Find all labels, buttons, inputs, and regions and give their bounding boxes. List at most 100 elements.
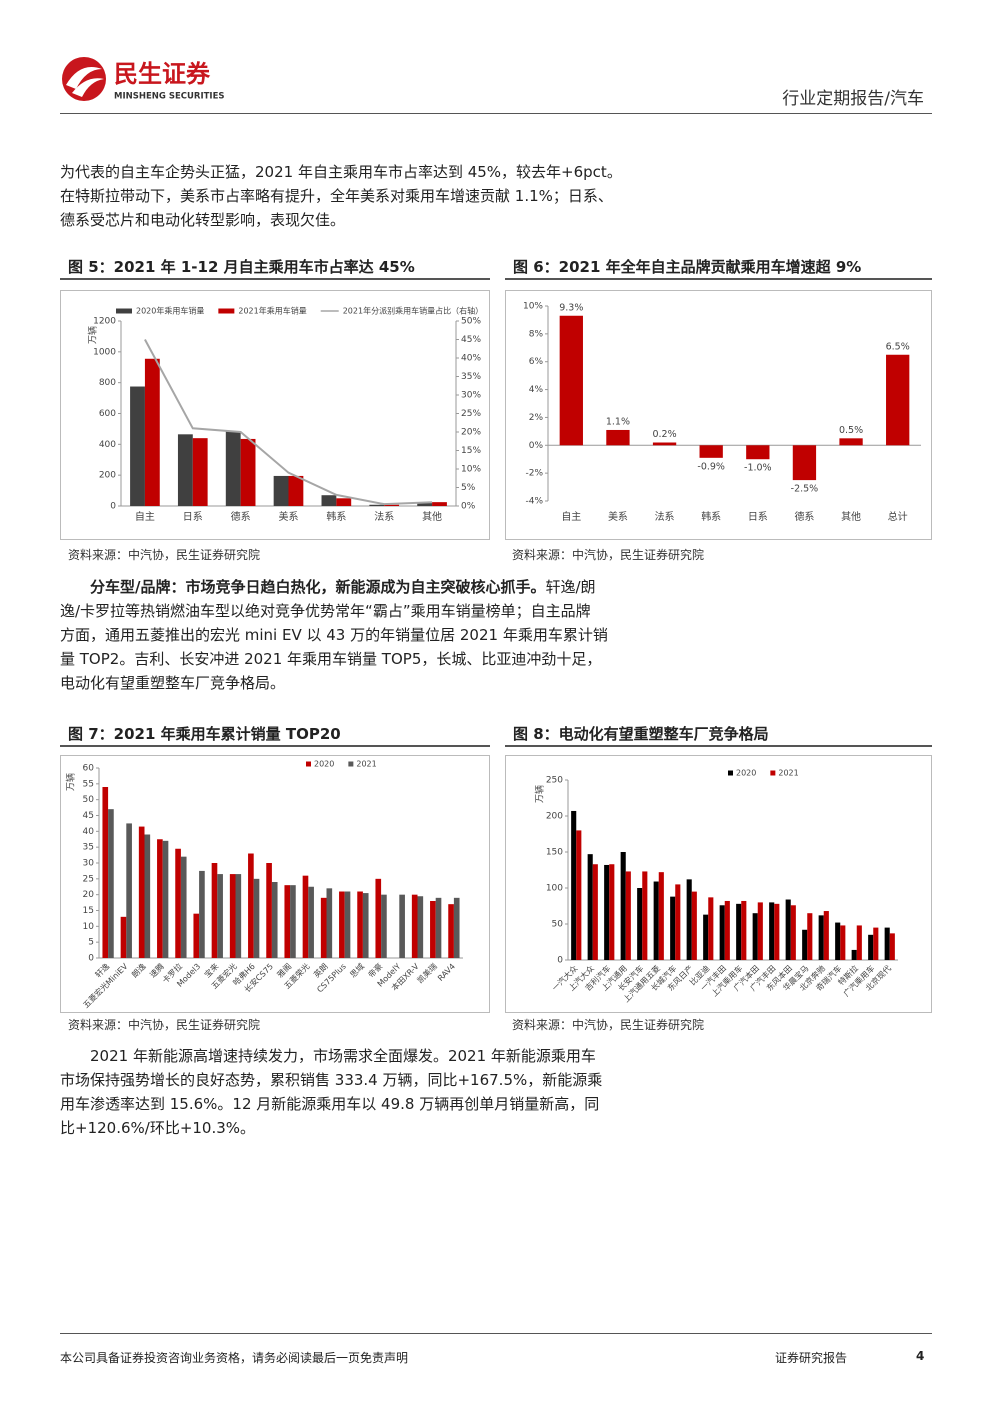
footer-left: 本公司具备证券投资咨询业务资格，请务必阅读最后一页免责声明	[60, 1351, 409, 1365]
bar	[284, 885, 291, 958]
y-tick-label: 0%	[529, 441, 544, 451]
data-label: 0.2%	[652, 429, 676, 440]
y-tick-label: 35%	[461, 372, 481, 382]
bar	[746, 445, 770, 460]
bar	[835, 922, 841, 960]
header-right: 行业定期报告/汽车	[782, 89, 924, 109]
line	[144, 339, 433, 506]
x-tick-label: 朗逸	[129, 961, 147, 979]
y-tick-label: 55	[83, 779, 94, 789]
bar	[157, 839, 163, 958]
y-tick-label: 35	[83, 843, 94, 853]
line: 德系受芯片和电动化转型影响，表现欠佳。	[60, 211, 346, 229]
bar	[675, 884, 681, 960]
x-tick-label: 其他	[422, 510, 442, 523]
y-tick-label: 0%	[461, 502, 476, 512]
bar	[336, 498, 352, 506]
y-tick-label: 10%	[461, 465, 481, 475]
bar	[576, 830, 582, 960]
figure-title: 图 6：2021 年全年自主品牌贡献乘用车增速超 9%	[505, 254, 932, 280]
legend-swatch	[728, 770, 733, 776]
bar	[417, 896, 424, 958]
bar	[217, 874, 223, 958]
legend-label: 2021年乘用车销量	[238, 306, 306, 316]
bar	[144, 834, 151, 958]
legend-label: 2021年分派别乘用车销量占比（右轴）	[343, 306, 483, 316]
y-tick-label: 200	[546, 812, 563, 822]
y-tick-label: 800	[99, 378, 116, 388]
y-tick-label: 0	[88, 954, 94, 964]
bar	[652, 442, 677, 446]
legend-label: 2020	[314, 760, 334, 769]
bar	[326, 888, 333, 958]
y-tick-label: -4%	[525, 497, 543, 507]
text: 轩逸/朗	[545, 578, 596, 596]
legend-label: 2020	[736, 769, 756, 778]
y-tick-label: 45	[83, 811, 94, 821]
bar	[637, 888, 643, 960]
bar	[774, 903, 780, 960]
data-label: -0.9%	[697, 461, 725, 472]
bar	[320, 897, 327, 958]
logo-cn: 民生证券	[114, 60, 211, 88]
data-label: 9.3%	[559, 302, 583, 313]
y-tick-label: 40	[83, 827, 95, 837]
paragraph: 为代表的自主车企势头正猛，2021 年自主乘用车市占率达到 45%，较去年+6p…	[60, 160, 680, 232]
lead: 分车型/品牌：市场竞争日趋白热化，新能源成为自主突破核心抓手。	[90, 578, 546, 596]
y-tick-label: 150	[546, 848, 563, 858]
bar	[144, 358, 160, 506]
bar	[587, 854, 593, 960]
y-tick-label: 50%	[461, 317, 481, 327]
y-tick-label: -2%	[525, 469, 543, 479]
footer-rule	[60, 1333, 932, 1334]
bar	[856, 925, 862, 960]
bar	[177, 434, 193, 506]
bar	[736, 903, 742, 960]
y-tick-label: 4%	[529, 385, 544, 395]
y-tick-label: 50	[552, 920, 564, 930]
x-tick-label: 德系	[231, 510, 251, 523]
bar	[411, 894, 418, 958]
bar	[868, 934, 874, 960]
y-tick-label: 25	[83, 874, 94, 884]
bar	[604, 864, 610, 960]
line: 逸/卡罗拉等热销燃油车型以绝对竞争优势常年“霸占”乘用车销量榜单；自主品牌	[60, 602, 591, 620]
bar	[235, 874, 242, 958]
y-tick-label: 15%	[461, 446, 481, 456]
line: 在特斯拉带动下，美系市占率略有提升，全年美系对乘用车增速贡献 1.1%；日系、	[60, 187, 613, 205]
x-tick-label: RAV4	[436, 962, 457, 983]
y-tick-label: 200	[99, 471, 116, 481]
bar	[889, 933, 895, 960]
bar	[686, 879, 692, 960]
logo-en: MINSHENG SECURITIES	[114, 92, 225, 102]
bar	[175, 848, 181, 958]
y-tick-label: 250	[546, 776, 563, 786]
bar	[559, 315, 583, 446]
bar	[138, 826, 145, 958]
y-tick-label: 5%	[461, 483, 476, 493]
y-tick-label: 30	[83, 859, 95, 869]
bar	[339, 891, 345, 958]
bar	[192, 438, 208, 506]
y-tick-label: 0	[110, 502, 116, 512]
bar	[229, 874, 236, 958]
bar	[818, 915, 824, 960]
bar	[362, 893, 369, 958]
bar	[703, 914, 709, 960]
bar	[708, 897, 714, 960]
bar	[620, 852, 626, 960]
paragraph: 分车型/品牌：市场竞争日趋白热化，新能源成为自主突破核心抓手。轩逸/朗 逸/卡罗…	[60, 575, 680, 695]
figure-title: 图 5：2021 年 1-12 月自主乘用车市占率达 45%	[60, 254, 490, 280]
y-tick-label: 20%	[461, 428, 481, 438]
line: 市场保持强势增长的良好态势，累积销售 333.4 万辆，同比+167.5%，新能…	[60, 1071, 603, 1089]
data-label: 1.1%	[606, 416, 630, 427]
bar	[658, 872, 664, 960]
x-tick-label: 思域	[348, 961, 366, 979]
bar	[199, 870, 205, 958]
legend-label: 2021	[778, 769, 798, 778]
bar	[399, 894, 405, 958]
legend-label: 2021	[356, 760, 376, 769]
bar	[592, 864, 598, 960]
